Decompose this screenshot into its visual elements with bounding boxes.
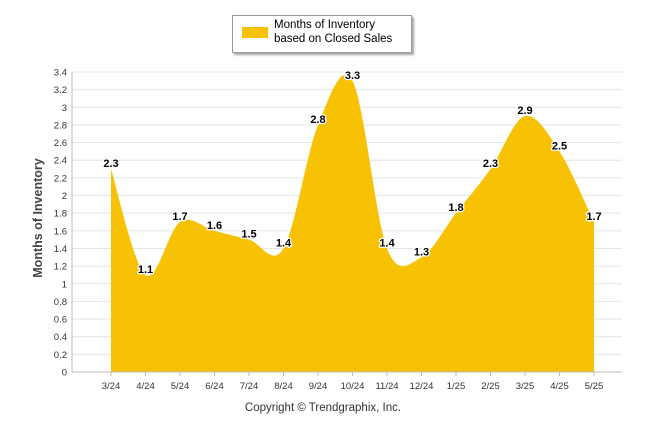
y-tick-label: 0.8 (54, 297, 67, 308)
data-label: 1.8 (448, 202, 463, 214)
y-tick-label: 2.2 (54, 173, 67, 184)
data-label: 2.5 (552, 140, 567, 152)
y-tick-label: 3 (62, 103, 67, 114)
data-label: 1.5 (241, 229, 256, 241)
x-tick-label: 12/24 (410, 381, 434, 392)
axes (71, 72, 622, 373)
y-tick-label: 2.8 (54, 120, 67, 131)
data-label: 1.1 (138, 264, 153, 276)
x-tick-label: 3/25 (516, 381, 535, 392)
area-fill (111, 74, 594, 372)
legend: Months of Inventory based on Closed Sale… (232, 15, 412, 53)
legend-swatch (242, 27, 268, 38)
data-labels: 2.3 1.1 1.7 1.6 1.5 1.4 2.8 3.3 1.4 1.3 1.8 2.3 2.9 2… (102, 69, 603, 278)
x-tick-label: 11/24 (375, 381, 398, 392)
x-tick-label: 7/24 (240, 381, 259, 392)
data-label: 1.7 (586, 211, 601, 223)
x-tick-labels: 3/24 4/24 5/24 6/24 7/24 8/24 9/24 10/24 11/24 12… (102, 372, 604, 392)
y-tick-label: 0.6 (54, 315, 67, 326)
data-label: 1.4 (379, 237, 395, 249)
data-label: 2.8 (310, 114, 325, 126)
x-tick-label: 4/25 (550, 381, 569, 392)
data-label: 1.3 (414, 246, 429, 258)
y-tick-label: 0.4 (54, 332, 67, 343)
x-tick-label: 6/24 (205, 381, 224, 392)
y-tick-labels: 0 0.2 0.4 0.6 0.8 1 1.2 1.4 1.6 1.8 2 2.2 2.4 2.6 2.8 3… (54, 68, 67, 379)
y-tick-label: 1.6 (54, 226, 67, 237)
area-series (111, 74, 594, 372)
y-tick-label: 1.8 (54, 209, 67, 220)
y-tick-label: 1.4 (54, 244, 67, 255)
data-label: 2.9 (517, 105, 532, 117)
y-tick-label: 2.6 (54, 138, 67, 149)
x-tick-label: 1/25 (447, 381, 466, 392)
data-label: 2.3 (483, 158, 498, 170)
x-tick-label: 10/24 (341, 381, 365, 392)
y-tick-label: 3.4 (54, 68, 67, 79)
x-tick-label: 5/25 (585, 381, 604, 392)
x-tick-label: 4/24 (136, 381, 155, 392)
y-tick-label: 1.2 (54, 262, 67, 273)
x-tick-label: 8/24 (274, 381, 293, 392)
y-tick-label: 0.2 (54, 350, 67, 361)
x-tick-label: 3/24 (102, 381, 121, 392)
data-label: 2.3 (103, 158, 118, 170)
x-tick-label: 2/25 (481, 381, 500, 392)
data-label: 3.3 (345, 70, 360, 82)
y-axis-label: Months of Inventory (31, 158, 45, 278)
copyright-footer: Copyright © Trendgraphix, Inc. (244, 402, 402, 414)
y-tick-label: 3.2 (54, 85, 67, 96)
y-tick-label: 2 (62, 191, 67, 202)
y-tick-label: 2.4 (54, 156, 67, 167)
data-label: 1.7 (172, 211, 187, 223)
y-tick-label: 1 (62, 279, 67, 290)
data-label: 1.6 (207, 220, 222, 232)
legend-label: Months of Inventory based on Closed Sale… (274, 19, 393, 45)
data-label: 1.4 (276, 237, 292, 249)
x-tick-label: 9/24 (309, 381, 328, 392)
y-tick-label: 0 (62, 368, 67, 379)
x-tick-label: 5/24 (171, 381, 190, 392)
